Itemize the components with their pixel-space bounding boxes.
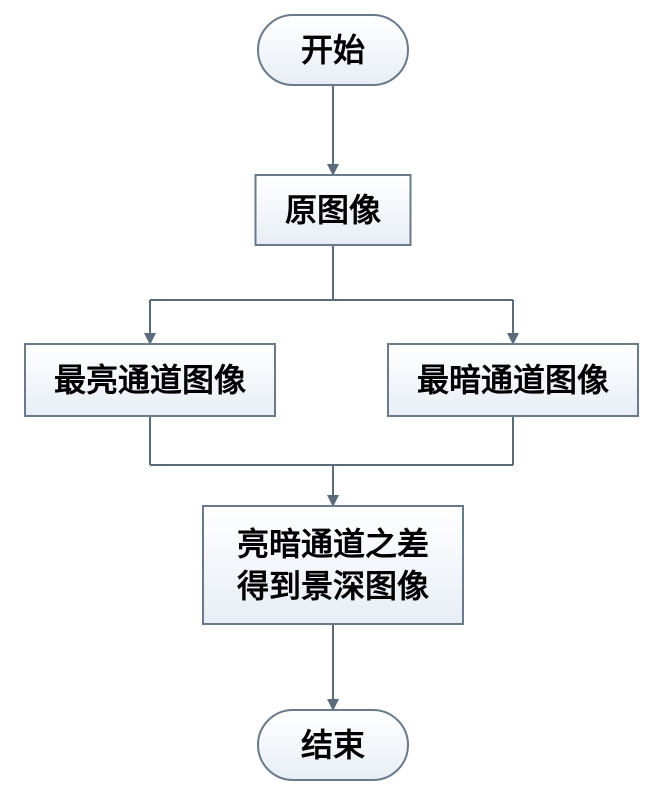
node-label-end: 结束 bbox=[301, 727, 365, 763]
node-label-dark: 最暗通道图像 bbox=[417, 362, 609, 398]
flowchart-canvas: 开始原图像最亮通道图像最暗通道图像亮暗通道之差得到景深图像结束 bbox=[0, 0, 667, 808]
node-label-diff-line1: 亮暗通道之差 bbox=[237, 526, 429, 562]
node-orig: 原图像 bbox=[256, 175, 411, 245]
node-label-diff-line2: 得到景深图像 bbox=[237, 568, 429, 604]
node-label-bright: 最亮通道图像 bbox=[54, 362, 246, 398]
node-end: 结束 bbox=[258, 710, 408, 780]
node-bright: 最亮通道图像 bbox=[25, 344, 275, 416]
node-dark: 最暗通道图像 bbox=[388, 344, 638, 416]
node-label-start: 开始 bbox=[301, 32, 365, 68]
node-diff: 亮暗通道之差得到景深图像 bbox=[203, 506, 463, 624]
node-start: 开始 bbox=[258, 15, 408, 85]
node-label-orig: 原图像 bbox=[285, 192, 381, 228]
